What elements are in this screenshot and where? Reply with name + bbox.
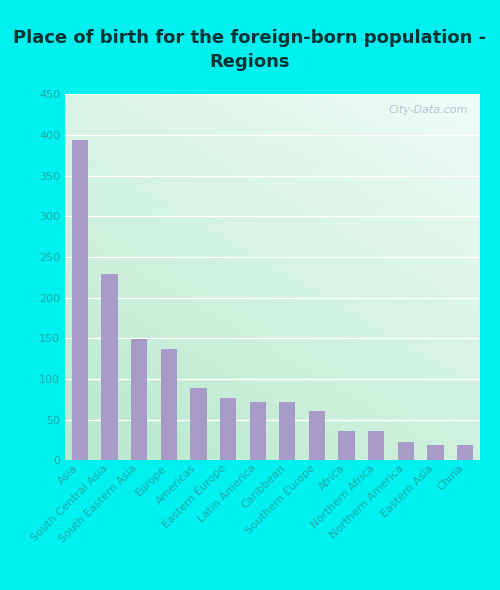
Bar <box>250 402 266 460</box>
Bar <box>160 349 177 460</box>
Text: Place of birth for the foreign-born population -
Regions: Place of birth for the foreign-born popu… <box>14 30 486 71</box>
Bar <box>131 339 148 460</box>
Bar <box>428 445 444 460</box>
Bar <box>368 431 384 460</box>
Bar <box>398 442 414 460</box>
Bar <box>190 388 206 460</box>
Bar <box>457 445 473 460</box>
Bar <box>338 431 355 460</box>
Bar <box>279 402 295 460</box>
Bar <box>220 398 236 460</box>
Bar <box>72 140 88 460</box>
Text: City-Data.com: City-Data.com <box>388 106 468 116</box>
Bar <box>309 411 325 460</box>
Bar <box>102 274 117 460</box>
